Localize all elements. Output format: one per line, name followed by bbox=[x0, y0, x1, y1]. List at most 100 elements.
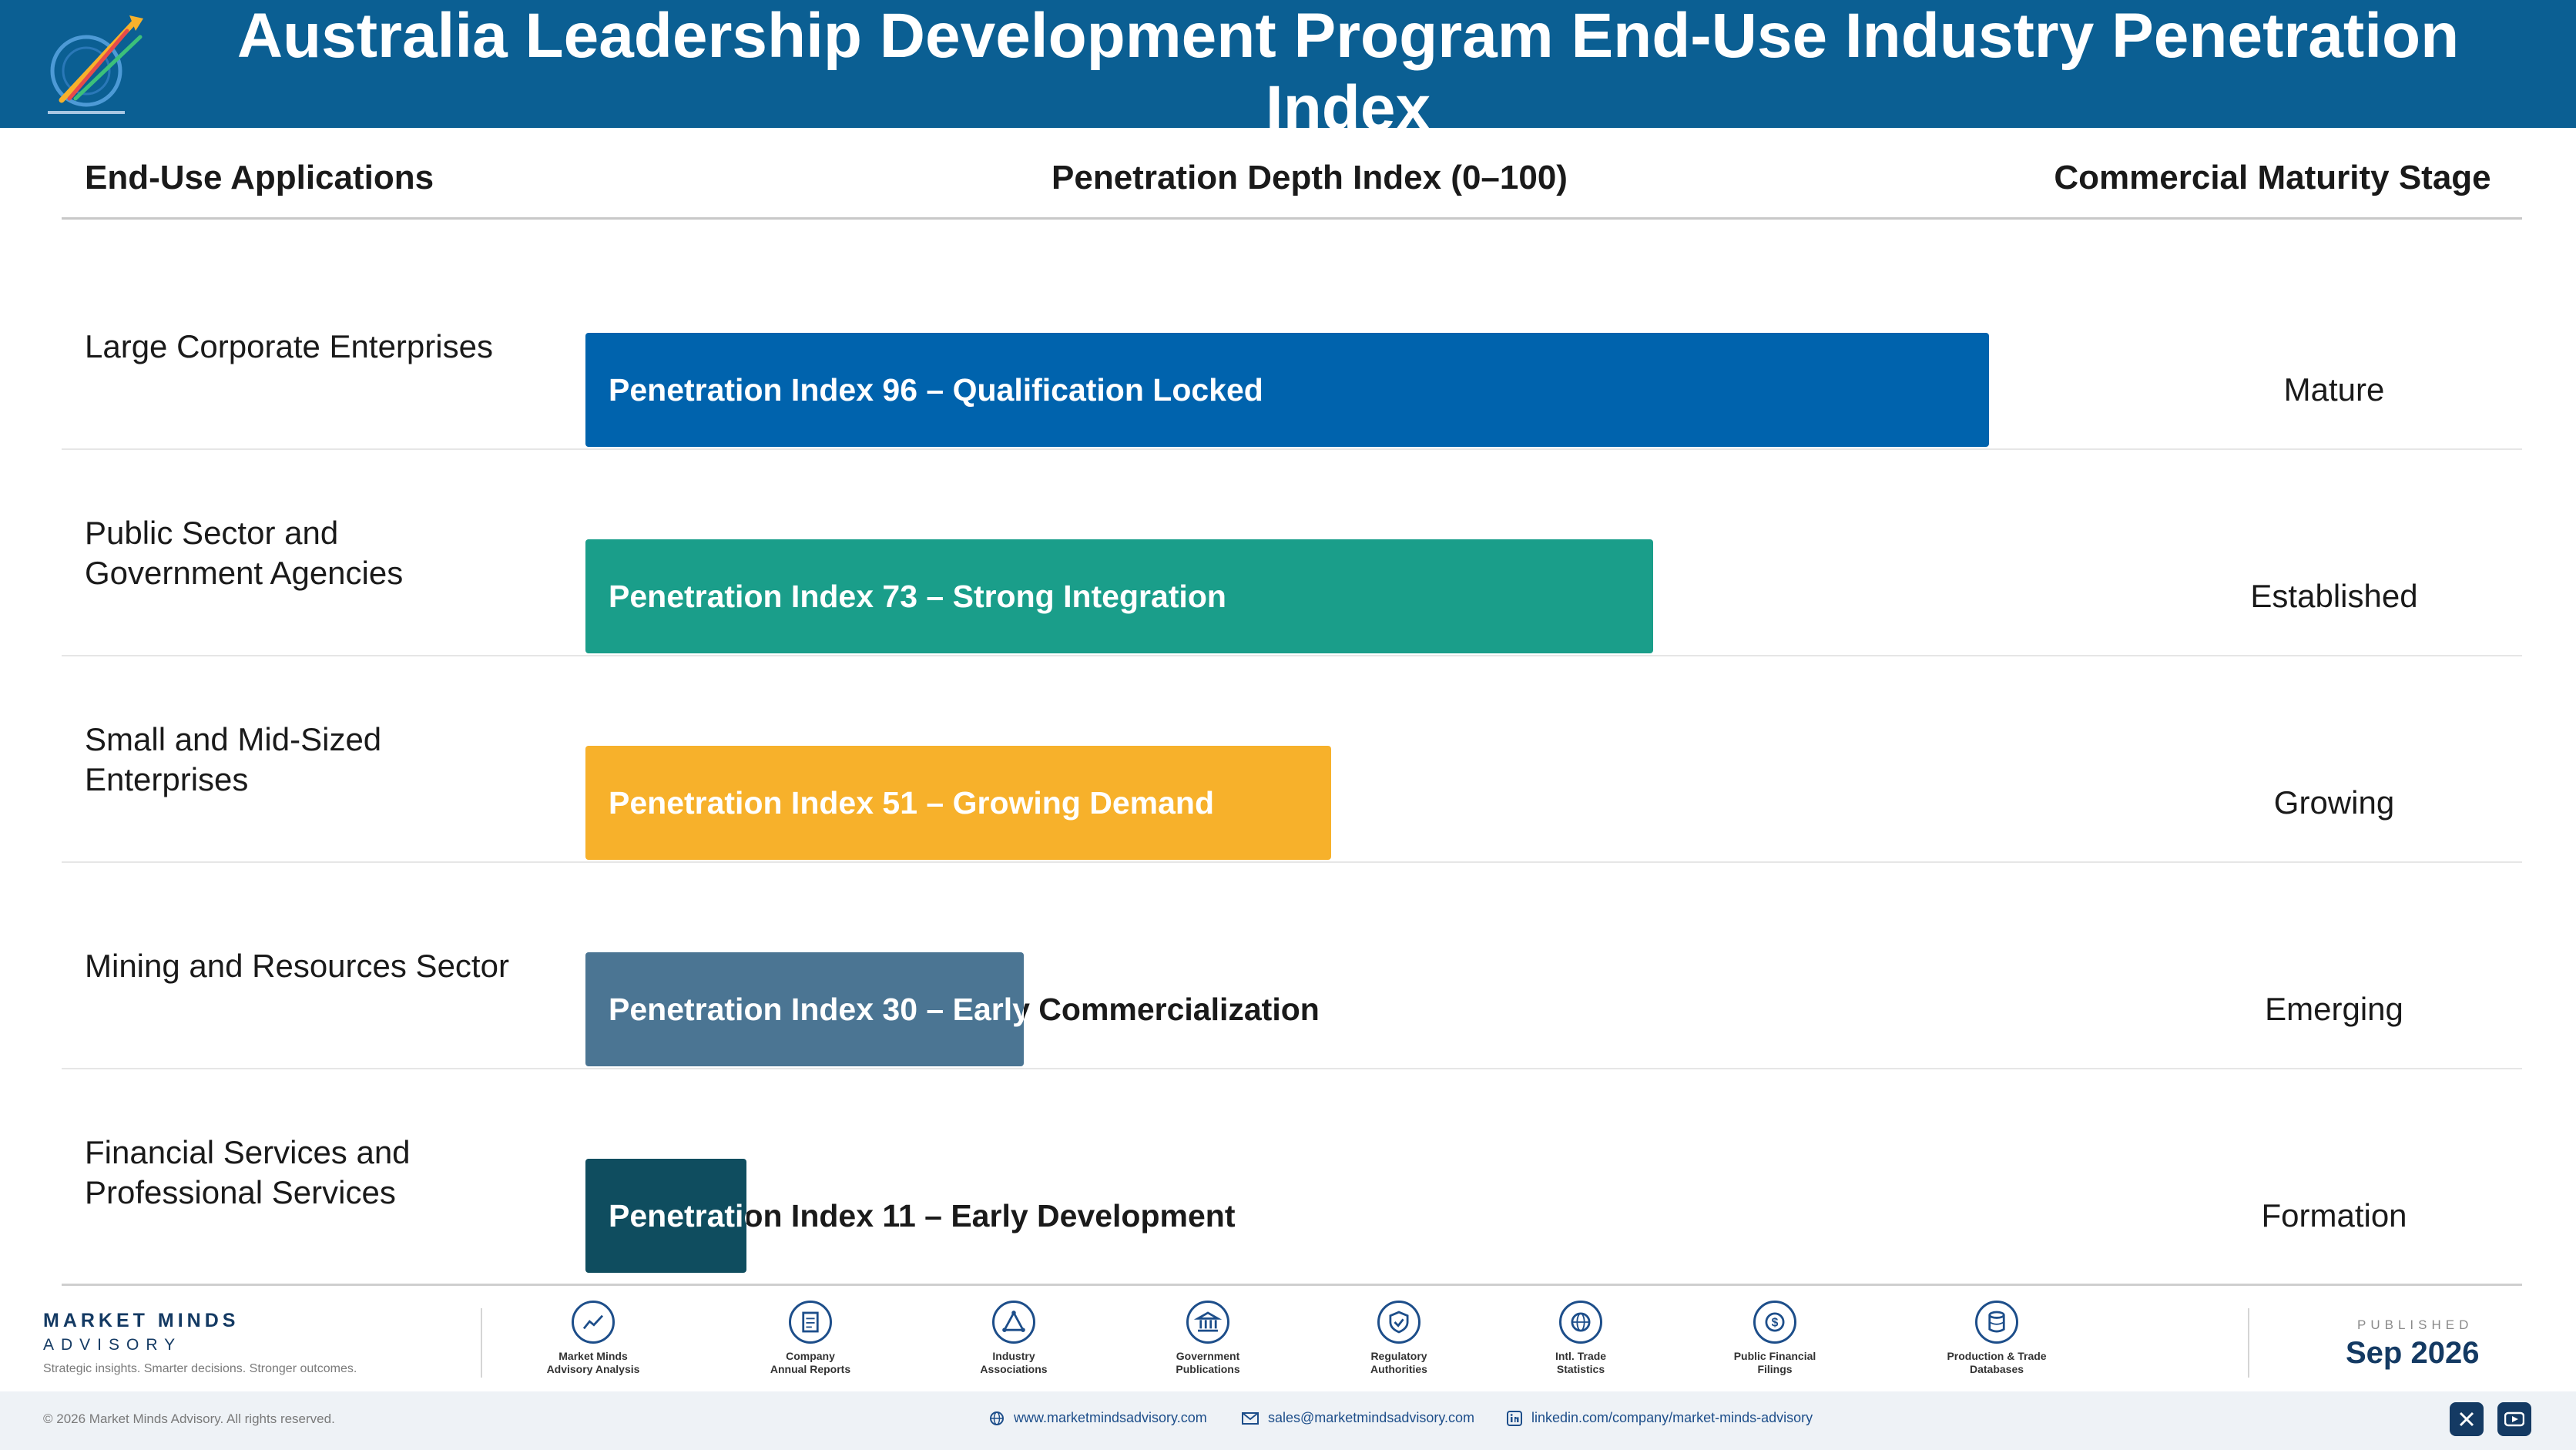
bar-label-overlay: Penetration Index 73 – Strong Integratio… bbox=[609, 578, 1226, 614]
source-label-line2: Filings bbox=[1757, 1363, 1793, 1375]
source-label-line1: Intl. Trade bbox=[1555, 1350, 1607, 1362]
maturity-stage: Growing bbox=[2273, 784, 2395, 821]
source-label: Regulatory Authorities bbox=[1322, 1350, 1476, 1376]
row-divider bbox=[62, 655, 2522, 656]
table-row: Mining and Resources Sector Penetration I… bbox=[62, 863, 2522, 1069]
column-header-stage: Commercial Maturity Stage bbox=[2054, 159, 2491, 196]
column-header-depth: Penetration Depth Index (0–100) bbox=[1052, 159, 1568, 196]
network-icon bbox=[992, 1301, 1035, 1344]
source-label-line1: Production & Trade bbox=[1947, 1350, 2047, 1362]
source-label-line2: Advisory Analysis bbox=[546, 1363, 640, 1375]
footer-divider bbox=[62, 1284, 2522, 1286]
source-label-line1: Market Minds bbox=[558, 1350, 628, 1362]
footer: MARKET MINDS ADVISORY Strategic insights… bbox=[0, 1293, 2576, 1390]
brand-subtitle: ADVISORY bbox=[43, 1336, 183, 1354]
bar: Penetration Index 51 – Growing Demand bbox=[585, 746, 1331, 860]
table-row: Small and Mid-Sized Enterprises Penetrati… bbox=[62, 656, 2522, 863]
bar-label-overlay: Penetration Index 96 – Qualification Loc… bbox=[609, 371, 1263, 408]
table-row: Public Sector and Government Agencies Pen… bbox=[62, 450, 2522, 656]
bar: Penetration Index 30 – Early Commerciali… bbox=[585, 952, 1024, 1066]
shield-icon bbox=[1377, 1301, 1420, 1344]
table-row: Large Corporate Enterprises Penetration I… bbox=[62, 243, 2522, 450]
source-label-line2: Associations bbox=[980, 1363, 1048, 1375]
source-label-line2: Annual Reports bbox=[770, 1363, 851, 1375]
database-icon bbox=[1975, 1301, 2018, 1344]
document-icon bbox=[789, 1301, 832, 1344]
bar: Penetration Index 73 – Strong Integratio… bbox=[585, 539, 1653, 653]
maturity-stage: Formation bbox=[2261, 1197, 2407, 1234]
published-date: Sep 2026 bbox=[2346, 1336, 2480, 1370]
bar-label-overlay: Penetration Index 30 – Early Commerciali… bbox=[609, 991, 1024, 1027]
source-item: Market Minds Advisory Analysis bbox=[516, 1301, 670, 1376]
x-social-button[interactable] bbox=[2450, 1402, 2484, 1436]
bottom-bar: © 2026 Market Minds Advisory. All rights… bbox=[0, 1391, 2576, 1450]
category-label: Financial Services and Professional Serv… bbox=[85, 1134, 411, 1210]
table-row: Financial Services and Professional Serv… bbox=[62, 1069, 2522, 1276]
header-divider bbox=[62, 217, 2522, 220]
source-label: Government Publications bbox=[1131, 1350, 1285, 1376]
building-icon bbox=[1186, 1301, 1229, 1344]
header-banner: Australia Leadership Development Program… bbox=[0, 0, 2576, 143]
website-text: www.marketmindsadvisory.com bbox=[1014, 1410, 1207, 1425]
column-header-applications: End-Use Applications bbox=[85, 159, 434, 196]
source-label: Public Financial Filings bbox=[1698, 1350, 1852, 1376]
source-label-line1: Government bbox=[1176, 1350, 1240, 1362]
svg-text:$: $ bbox=[1772, 1317, 1779, 1330]
source-label: Production & Trade Databases bbox=[1920, 1350, 2074, 1376]
brand-name: MARKET MINDS bbox=[43, 1310, 240, 1331]
bar-label-overlay: Penetration Index 11 – Early Development bbox=[609, 1197, 746, 1234]
source-item: $ Public Financial Filings bbox=[1698, 1301, 1852, 1376]
youtube-social-button[interactable] bbox=[2497, 1402, 2531, 1436]
source-label: Company Annual Reports bbox=[733, 1350, 887, 1376]
mail-icon bbox=[1242, 1411, 1259, 1425]
source-label-line1: Regulatory bbox=[1370, 1350, 1427, 1362]
globe-icon bbox=[990, 1411, 1004, 1425]
website-link[interactable]: www.marketmindsadvisory.com bbox=[989, 1410, 1207, 1426]
source-item: Industry Associations bbox=[937, 1301, 1091, 1376]
linkedin-link[interactable]: linkedin.com/company/market-minds-adviso… bbox=[1507, 1410, 1813, 1426]
youtube-icon bbox=[2504, 1411, 2524, 1427]
footer-separator bbox=[481, 1308, 482, 1378]
source-item: Regulatory Authorities bbox=[1322, 1301, 1476, 1376]
maturity-stage: Established bbox=[2250, 578, 2418, 614]
email-text: sales@marketmindsadvisory.com bbox=[1268, 1410, 1475, 1425]
bar-label-overlay: Penetration Index 51 – Growing Demand bbox=[609, 784, 1215, 821]
source-item: Company Annual Reports bbox=[733, 1301, 887, 1376]
source-item: Government Publications bbox=[1131, 1301, 1285, 1376]
footer-separator bbox=[2248, 1308, 2249, 1378]
bar: Penetration Index 11 – Early Development bbox=[585, 1159, 746, 1273]
source-item: Production & Trade Databases bbox=[1920, 1301, 2074, 1376]
source-label-line1: Public Financial bbox=[1733, 1350, 1816, 1362]
source-label: Intl. Trade Statistics bbox=[1504, 1350, 1658, 1376]
category-label: Public Sector and Government Agencies bbox=[85, 515, 404, 591]
page-title: Australia Leadership Development Program… bbox=[236, 1, 2460, 143]
company-logo-icon bbox=[48, 15, 143, 114]
linkedin-icon bbox=[1507, 1410, 1522, 1426]
source-label-line2: Statistics bbox=[1556, 1363, 1605, 1375]
source-item: Intl. Trade Statistics bbox=[1504, 1301, 1658, 1376]
category-label: Small and Mid-Sized Enterprises bbox=[85, 721, 382, 797]
source-label-line1: Industry bbox=[992, 1350, 1035, 1362]
published-label: PUBLISHED bbox=[2357, 1317, 2474, 1332]
bar: Penetration Index 96 – Qualification Loc… bbox=[585, 333, 1989, 447]
source-label: Market Minds Advisory Analysis bbox=[516, 1350, 670, 1376]
x-icon bbox=[2459, 1411, 2474, 1427]
category-label: Mining and Resources Sector bbox=[85, 948, 509, 984]
category-label: Large Corporate Enterprises bbox=[85, 328, 493, 364]
source-label: Industry Associations bbox=[937, 1350, 1091, 1376]
chart-line-icon bbox=[572, 1301, 615, 1344]
email-link[interactable]: sales@marketmindsadvisory.com bbox=[1242, 1410, 1474, 1426]
linkedin-text: linkedin.com/company/market-minds-adviso… bbox=[1531, 1410, 1813, 1425]
source-label-line1: Company bbox=[786, 1350, 835, 1362]
globe-icon bbox=[1559, 1301, 1602, 1344]
row-divider bbox=[62, 861, 2522, 863]
source-label-line2: Authorities bbox=[1370, 1363, 1427, 1375]
row-divider bbox=[62, 1068, 2522, 1069]
dollar-icon: $ bbox=[1753, 1301, 1796, 1344]
source-label-line2: Publications bbox=[1176, 1363, 1240, 1375]
maturity-stage: Mature bbox=[2283, 371, 2385, 408]
row-divider bbox=[62, 448, 2522, 450]
brand-tagline: Strategic insights. Smarter decisions. S… bbox=[43, 1362, 357, 1375]
maturity-stage: Emerging bbox=[2265, 991, 2403, 1027]
copyright-text: © 2026 Market Minds Advisory. All rights… bbox=[43, 1411, 335, 1426]
